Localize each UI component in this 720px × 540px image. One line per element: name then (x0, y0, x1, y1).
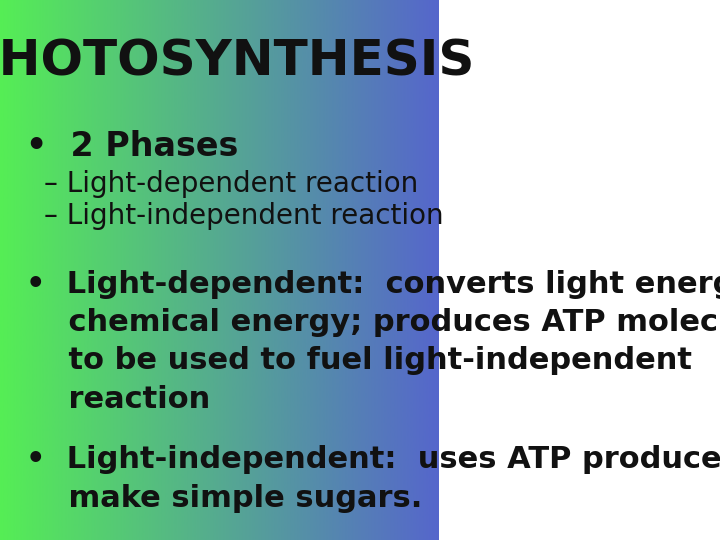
Text: PHOTOSYNTHESIS: PHOTOSYNTHESIS (0, 38, 475, 86)
Text: – Light-dependent reaction: – Light-dependent reaction (44, 170, 418, 198)
Text: •  2 Phases: • 2 Phases (27, 130, 238, 163)
Text: •  Light-independent:  uses ATP produced to
    make simple sugars.: • Light-independent: uses ATP produced t… (27, 446, 720, 512)
Text: •  Light-dependent:  converts light energy into
    chemical energy; produces AT: • Light-dependent: converts light energy… (27, 270, 720, 414)
Text: – Light-independent reaction: – Light-independent reaction (44, 202, 444, 231)
